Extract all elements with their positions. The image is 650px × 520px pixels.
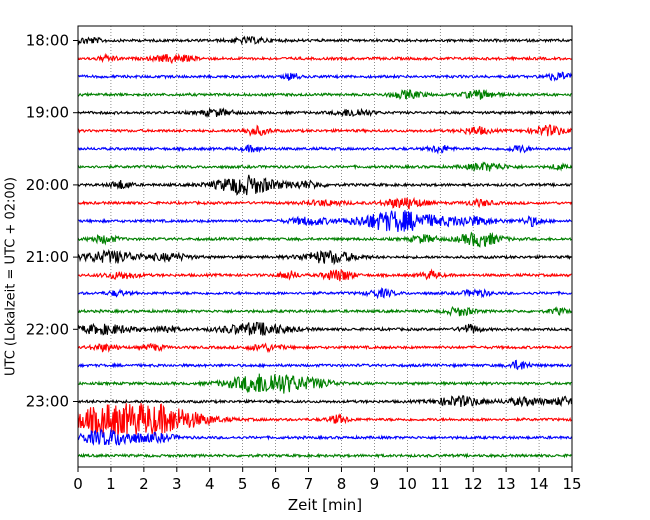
trace-line [77,231,572,248]
x-tick-label: 11 [431,475,450,493]
x-tick-label: 5 [238,475,248,493]
x-tick-label: 1 [106,475,116,493]
y-axis-label: UTC (Lokalzeit = UTC + 02:00) [4,177,19,376]
trace-line [77,394,573,408]
plot-frame [77,25,573,468]
y-tick-label: 19:00 [26,104,69,122]
trace-line [77,403,572,437]
trace-line [78,196,573,210]
trace-line [77,305,572,317]
x-tick-label: 10 [398,475,417,493]
y-tick-label: 22:00 [26,320,69,338]
y-ticks: 18:00 19:00 20:00 21:00 22:00 23:00 [26,32,78,411]
trace-line [77,452,572,459]
trace-line [77,359,572,371]
trace-line [77,287,572,300]
x-tick-label: 13 [497,475,516,493]
x-tick-label: 7 [304,475,314,493]
trace-line [77,373,572,394]
x-tick-label: 4 [205,475,215,493]
x-ticks: 0 1 2 3 4 5 6 7 8 9 10 11 12 13 14 15 [73,467,582,493]
trace-line [77,89,572,100]
x-tick-label: 6 [271,475,281,493]
trace-line [77,52,572,65]
trace-line [77,248,572,266]
x-tick-label: 2 [139,475,149,493]
x-tick-label: 14 [530,475,549,493]
trace-line [77,210,572,232]
x-tick-label: 12 [464,475,483,493]
trace-line [77,144,572,155]
trace-line [77,71,573,82]
x-axis-label: Zeit [min] [288,496,362,514]
trace-line [77,342,572,354]
x-tick-label: 3 [172,475,182,493]
trace-group [77,35,573,459]
y-tick-label: 20:00 [26,176,69,194]
trace-line [77,161,573,173]
x-tick-label: 0 [73,475,83,493]
x-tick-label: 9 [370,475,380,493]
y-tick-label: 18:00 [26,32,69,50]
trace-line [77,35,572,46]
trace-line [77,321,572,336]
trace-line [77,107,572,118]
y-tick-label: 23:00 [26,393,69,411]
trace-line [77,428,573,446]
trace-line [77,124,572,137]
y-tick-label: 21:00 [26,248,69,266]
x-tick-label: 15 [562,475,581,493]
trace-line [77,268,572,282]
trace-line [77,174,572,196]
x-tick-label: 8 [337,475,347,493]
